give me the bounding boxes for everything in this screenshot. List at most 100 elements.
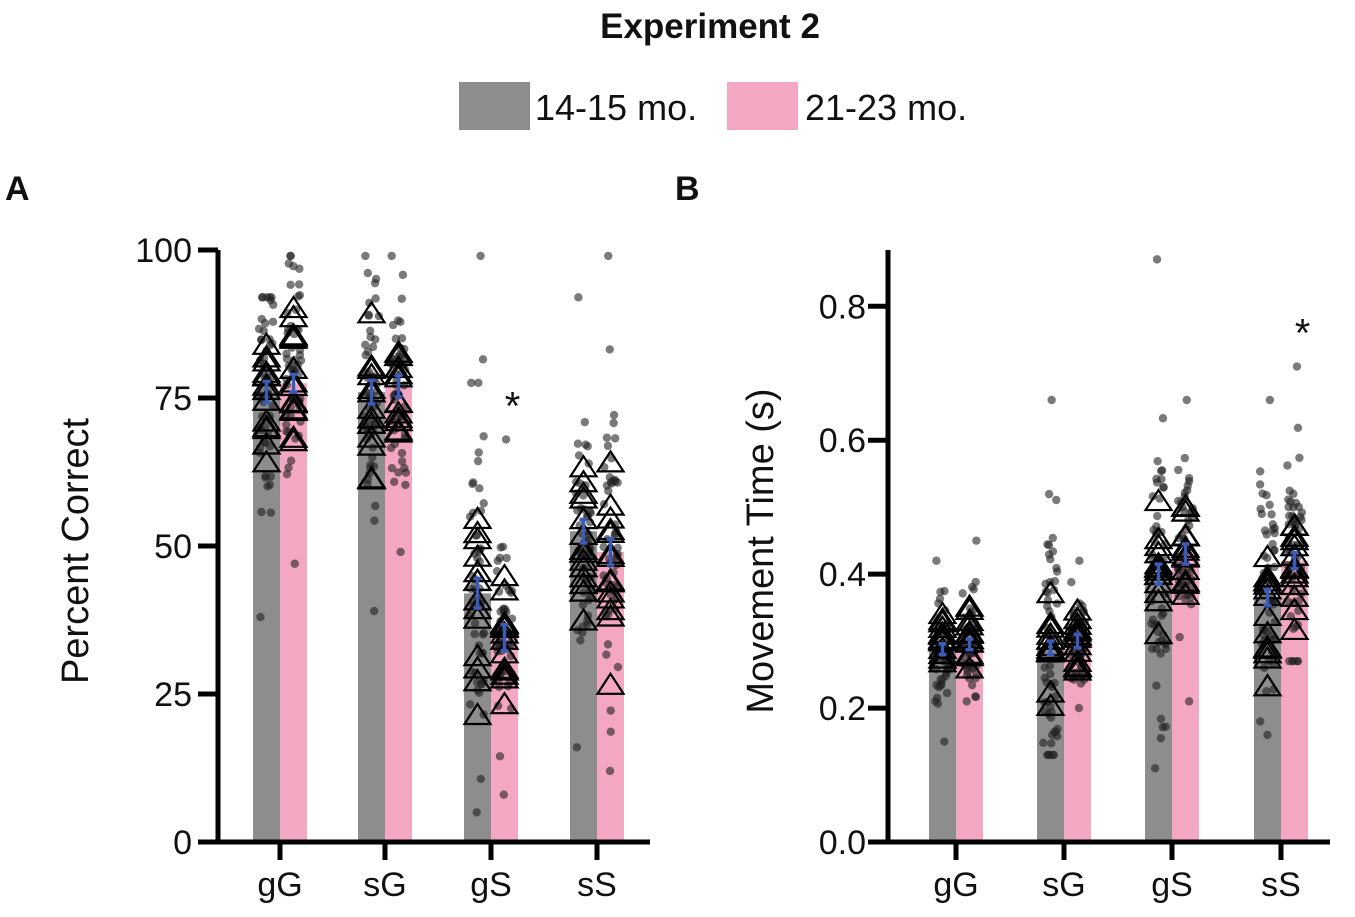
- data-point: [602, 650, 611, 659]
- significance-asterisk: *: [505, 384, 521, 428]
- data-point: [958, 589, 967, 598]
- error-bar: [1263, 587, 1272, 608]
- data-point-triangle: [1062, 657, 1093, 681]
- data-point: [371, 274, 381, 284]
- data-point: [602, 433, 612, 442]
- data-point: [1050, 727, 1059, 737]
- data-point-triangle: [356, 424, 387, 448]
- data-point-triangle: [1062, 638, 1093, 662]
- data-point: [470, 629, 479, 639]
- data-point-triangle: [462, 526, 493, 550]
- data-point-triangle: [251, 348, 282, 372]
- data-point: [282, 469, 292, 479]
- data-point-triangle: [251, 408, 282, 432]
- data-point: [363, 268, 373, 278]
- data-point-triangle: [1035, 580, 1066, 604]
- data-point-triangle: [278, 396, 309, 420]
- data-point: [365, 326, 375, 336]
- data-point-triangle: [568, 539, 599, 563]
- x-tick-label: gG: [933, 866, 978, 904]
- error-bar: [1154, 562, 1163, 586]
- data-point-triangle: [1143, 580, 1174, 604]
- data-point-triangle: [251, 387, 282, 411]
- data-point: [361, 340, 370, 350]
- data-point-triangle: [1279, 523, 1310, 547]
- data-point: [1044, 489, 1054, 499]
- data-point: [473, 456, 483, 466]
- y-tick-label: 0.4: [819, 556, 866, 594]
- data-point: [1267, 510, 1276, 519]
- data-point: [1284, 495, 1293, 504]
- data-point: [1265, 500, 1274, 510]
- data-point: [401, 480, 410, 490]
- data-point: [1045, 661, 1055, 671]
- data-point: [1159, 483, 1168, 492]
- data-point: [967, 680, 977, 690]
- data-point-triangle: [251, 331, 282, 355]
- data-point-triangle: [1252, 544, 1283, 568]
- data-point: [1156, 466, 1166, 476]
- data-point: [479, 628, 489, 638]
- y-tick-label: 25: [154, 676, 192, 714]
- data-point: [574, 451, 584, 460]
- data-point-triangle: [383, 389, 414, 413]
- data-point-triangle: [568, 536, 599, 561]
- data-point: [1052, 599, 1062, 608]
- y-tick-label: 75: [154, 380, 192, 418]
- data-point: [1153, 456, 1162, 466]
- legend-label-14-15: 14-15 mo.: [535, 87, 697, 128]
- figure-title: Experiment 2: [600, 7, 820, 46]
- data-point-triangle: [356, 405, 387, 429]
- data-point-triangle: [1279, 554, 1310, 578]
- data-point: [1147, 644, 1157, 654]
- data-point-triangle: [278, 325, 309, 349]
- error-bar: [367, 378, 376, 406]
- data-point: [502, 553, 511, 563]
- data-point-triangle: [489, 661, 520, 685]
- data-point: [470, 619, 480, 628]
- data-point-triangle: [489, 691, 520, 715]
- data-point: [396, 317, 405, 327]
- error-bar: [579, 517, 588, 545]
- data-point: [1256, 717, 1265, 726]
- data-point-triangle: [462, 643, 493, 667]
- data-point: [371, 294, 380, 303]
- data-point-triangle: [595, 597, 626, 621]
- error-bar: [289, 372, 298, 394]
- data-point: [578, 600, 588, 610]
- data-point-triangle: [1062, 648, 1093, 672]
- y-tick-label: 0.2: [819, 690, 866, 728]
- data-point: [499, 604, 508, 613]
- data-point: [398, 270, 408, 280]
- data-point: [294, 280, 304, 289]
- error-bar: [606, 537, 615, 567]
- data-point: [1153, 511, 1162, 521]
- error-bar: [500, 622, 509, 653]
- data-point: [257, 507, 266, 517]
- data-point: [258, 293, 267, 302]
- legend-swatch-14-15: [459, 82, 530, 130]
- data-point: [962, 697, 971, 706]
- data-point: [261, 473, 270, 482]
- data-point-triangle: [595, 603, 626, 627]
- data-point: [573, 439, 583, 448]
- error-bar: [1290, 550, 1299, 571]
- data-point-triangle: [954, 655, 985, 679]
- data-point-triangle: [489, 655, 520, 679]
- data-point: [388, 320, 398, 330]
- data-point: [256, 612, 265, 622]
- data-point: [1156, 734, 1166, 743]
- data-point: [1156, 714, 1166, 724]
- data-point: [363, 347, 373, 356]
- panel-label-b: B: [675, 170, 700, 208]
- data-point-triangle: [383, 408, 414, 432]
- data-point-triangle: [1035, 679, 1066, 703]
- data-point: [397, 457, 407, 466]
- data-point: [265, 480, 275, 490]
- error-bar: [394, 373, 403, 399]
- data-point-triangle: [1062, 606, 1093, 630]
- x-tick-label: sS: [577, 866, 617, 904]
- data-point: [1180, 453, 1190, 463]
- data-point: [1256, 467, 1265, 476]
- x-tick-label: gG: [257, 866, 302, 904]
